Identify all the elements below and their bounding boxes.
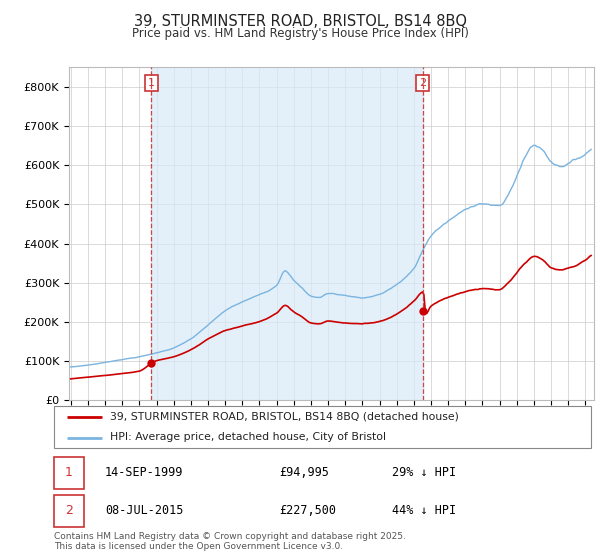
FancyBboxPatch shape: [54, 406, 591, 448]
Text: Price paid vs. HM Land Registry's House Price Index (HPI): Price paid vs. HM Land Registry's House …: [131, 27, 469, 40]
Text: 2: 2: [65, 504, 73, 517]
Bar: [151, 67, 423, 400]
FancyBboxPatch shape: [54, 456, 83, 489]
Text: 1: 1: [148, 78, 155, 88]
Text: 29% ↓ HPI: 29% ↓ HPI: [392, 466, 457, 479]
Text: 1: 1: [65, 466, 73, 479]
Text: 2: 2: [419, 78, 427, 88]
Text: £227,500: £227,500: [280, 504, 337, 517]
Text: 44% ↓ HPI: 44% ↓ HPI: [392, 504, 457, 517]
Text: HPI: Average price, detached house, City of Bristol: HPI: Average price, detached house, City…: [110, 432, 386, 442]
Text: 08-JUL-2015: 08-JUL-2015: [105, 504, 184, 517]
Text: 39, STURMINSTER ROAD, BRISTOL, BS14 8BQ: 39, STURMINSTER ROAD, BRISTOL, BS14 8BQ: [133, 14, 467, 29]
Text: 14-SEP-1999: 14-SEP-1999: [105, 466, 184, 479]
Text: 39, STURMINSTER ROAD, BRISTOL, BS14 8BQ (detached house): 39, STURMINSTER ROAD, BRISTOL, BS14 8BQ …: [110, 412, 459, 422]
FancyBboxPatch shape: [54, 494, 83, 527]
Text: £94,995: £94,995: [280, 466, 329, 479]
Text: Contains HM Land Registry data © Crown copyright and database right 2025.
This d: Contains HM Land Registry data © Crown c…: [54, 532, 406, 552]
